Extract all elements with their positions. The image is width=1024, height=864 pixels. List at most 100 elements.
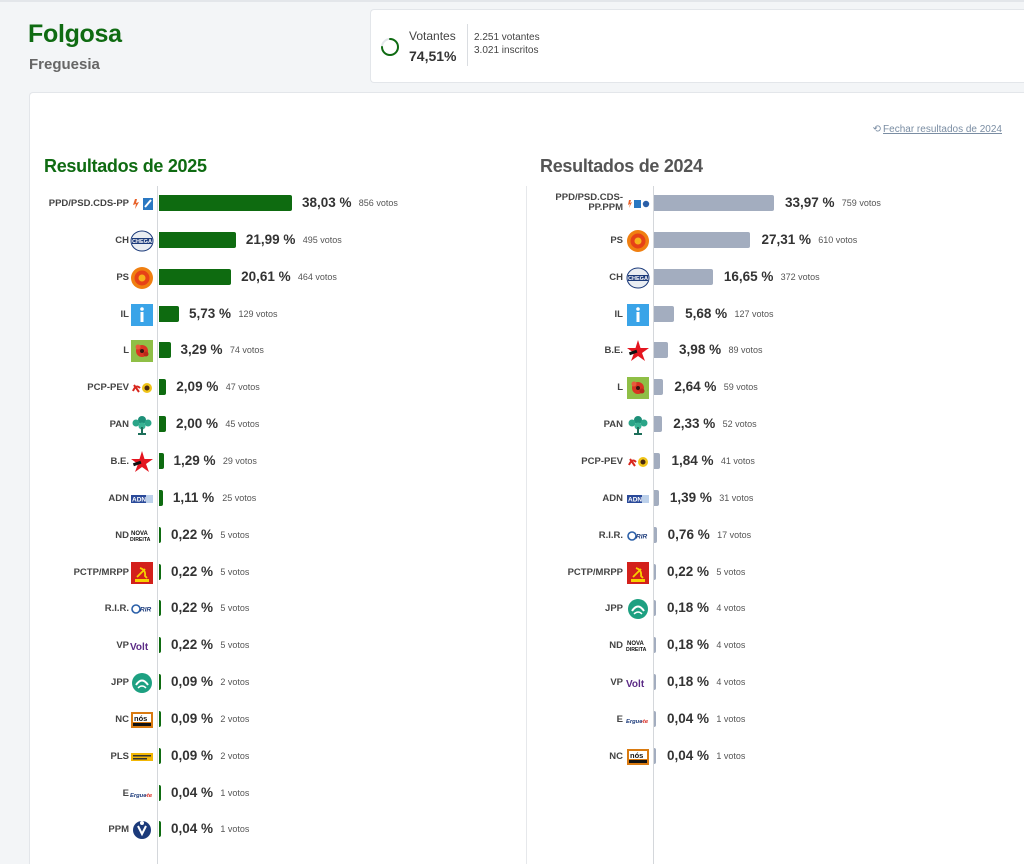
place-name: Folgosa <box>28 20 122 48</box>
party-name: E <box>122 787 129 799</box>
result-votes: 610 votos <box>818 234 858 245</box>
result-votes: 1 votos <box>220 787 250 798</box>
result-bar <box>159 305 180 322</box>
svg-text:nós: nós <box>134 714 147 723</box>
svg-text:NOVA: NOVA <box>131 531 149 537</box>
svg-text:ADN: ADN <box>132 496 146 503</box>
result-votes: 29 votos <box>222 455 257 466</box>
party-name: CH <box>115 234 129 246</box>
result-2025-row: PLS 0,09 % 2 votos <box>30 739 526 775</box>
result-percent: 20,61 % <box>241 268 291 284</box>
svg-text:DIREITA: DIREITA <box>626 647 647 653</box>
result-bar <box>159 231 236 248</box>
result-bar <box>159 600 161 617</box>
result-bar <box>159 526 161 543</box>
result-2025-row: JPP 0,09 % 2 votos <box>30 665 526 701</box>
result-percent: 0,22 % <box>171 526 214 542</box>
psd-cds-logo <box>131 198 153 210</box>
chega-logo: CHEGA <box>130 230 154 252</box>
party-name: ND <box>115 529 129 541</box>
chega-logo: CHEGA <box>626 267 650 289</box>
livre-logo <box>627 377 649 400</box>
result-percent: 0,22 % <box>171 600 214 616</box>
party-name: PS <box>610 234 623 246</box>
result-votes: 4 votos <box>716 640 746 651</box>
svg-text:Volt: Volt <box>626 679 645 690</box>
turnout-separator <box>467 24 468 66</box>
result-percent: 1,29 % <box>173 452 216 468</box>
il-logo <box>627 303 649 326</box>
result-bar <box>654 637 656 654</box>
party-name: L <box>617 382 623 394</box>
result-bar <box>654 195 774 211</box>
result-2025-row: PPM 0,04 % 1 votos <box>30 812 526 848</box>
result-percent: 0,22 % <box>171 563 214 579</box>
pan-logo <box>628 416 648 436</box>
result-2025-row: PS 20,61 % 464 votos <box>30 260 526 296</box>
result-2025-row: IL 5,73 % 129 votos <box>30 297 526 333</box>
result-bar <box>159 784 161 801</box>
adn-logo: ADN <box>131 494 153 503</box>
result-percent: 0,18 % <box>667 600 710 616</box>
result-percent: 1,11 % <box>172 489 215 505</box>
svg-text:NOVA: NOVA <box>627 641 645 647</box>
result-percent: 38,03 % <box>302 195 352 210</box>
volt-logo: Volt <box>130 642 149 653</box>
result-bar <box>159 674 161 691</box>
result-2024-row: PCTP/MRPP 0,22 % 5 votos <box>526 555 1024 591</box>
result-2024-row: ADN ADN 1,39 % 31 votos <box>526 481 1024 517</box>
result-percent: 0,18 % <box>667 674 710 690</box>
result-2025-row: PCTP/MRPP 0,22 % 5 votos <box>30 555 526 591</box>
result-2024-row: JPP 0,18 % 4 votos <box>526 591 1024 627</box>
result-2025-row: B.E. 1,29 % 29 votos <box>30 444 526 480</box>
result-bar <box>159 452 164 469</box>
result-votes: 5 votos <box>220 640 250 651</box>
svg-text:nós: nós <box>630 751 643 760</box>
result-percent: 0,04 % <box>667 710 710 726</box>
party-name: PPM <box>108 824 129 836</box>
svg-text:-te: -te <box>641 719 649 725</box>
il-logo <box>131 303 153 326</box>
close-2024-results-link[interactable]: ⟲ Fechar resultados de 2024 <box>873 124 1002 135</box>
be-logo <box>627 340 649 362</box>
result-votes: 5 votos <box>716 566 746 577</box>
party-name: PPD/PSD.CDS-PP <box>48 198 129 209</box>
result-percent: 2,33 % <box>673 416 716 432</box>
result-2025-row: ADN ADN 1,11 % 25 votos <box>30 481 526 517</box>
party-name: IL <box>614 308 623 320</box>
party-name: E <box>616 713 623 725</box>
result-bar <box>654 600 656 617</box>
result-votes: 2 votos <box>220 713 250 724</box>
result-votes: 856 votos <box>358 198 398 208</box>
result-2025-row: ND NOVA DIREITA 0,22 % 5 votos <box>30 518 526 554</box>
party-name: JPP <box>605 603 623 615</box>
result-votes: 759 votos <box>841 198 881 208</box>
result-votes: 41 votos <box>720 455 755 466</box>
ps-logo <box>131 266 153 289</box>
result-percent: 27,31 % <box>761 231 812 247</box>
result-percent: 1,39 % <box>669 489 712 505</box>
column-divider <box>526 186 527 864</box>
result-bar <box>159 195 292 211</box>
pls-logo <box>131 752 153 761</box>
cdu-logo <box>628 456 648 467</box>
result-bar <box>159 342 171 359</box>
result-percent: 0,22 % <box>667 563 710 579</box>
result-bar <box>654 747 656 764</box>
result-votes: 127 votos <box>734 308 774 319</box>
result-votes: 2 votos <box>220 750 250 761</box>
party-name: JPP <box>111 677 129 689</box>
party-name: B.E. <box>604 345 623 357</box>
result-votes: 2 votos <box>220 677 250 688</box>
result-bar <box>654 231 751 248</box>
svg-text:DIREITA: DIREITA <box>130 537 151 543</box>
ppm-logo <box>133 821 151 840</box>
party-name: PLS <box>110 750 129 762</box>
result-2024-row: NC nós 0,04 % 1 votos <box>526 739 1024 775</box>
result-2025-row: E Ergue -te 0,04 % 1 votos <box>30 776 526 812</box>
result-percent: 0,04 % <box>667 747 710 763</box>
ergue-te-logo: Ergue-te <box>626 719 649 725</box>
livre-logo <box>131 340 153 363</box>
result-votes: 464 votos <box>297 271 337 282</box>
